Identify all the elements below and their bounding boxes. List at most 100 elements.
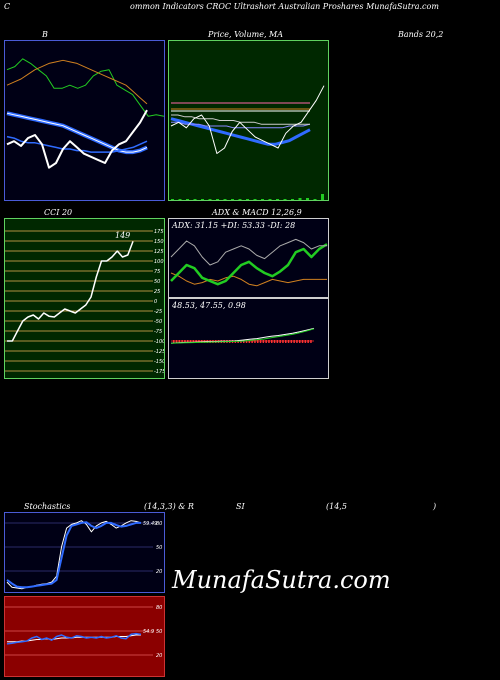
macd-histogram-bar (189, 340, 192, 343)
macd-histogram-bar (310, 340, 312, 343)
cci-tick-label: 25 (154, 289, 160, 295)
stoch-end-label: 59.49 (143, 521, 157, 527)
watermark: MunafaSutra.com (172, 566, 391, 594)
rsi-line (6, 632, 142, 645)
volume-bar (298, 198, 302, 200)
cci-tick-label: -100 (154, 339, 165, 345)
cci-tick-label: -25 (154, 309, 162, 315)
volume-bar (208, 199, 212, 200)
price-ma-blue (170, 117, 311, 146)
volume-bar (201, 199, 204, 200)
bollinger-title: B (42, 30, 48, 39)
macd-histogram-bar (279, 340, 281, 343)
stoch-tick-label: 50 (156, 545, 162, 551)
macd-histogram-bar (265, 340, 267, 343)
boll-middle-band (6, 112, 148, 153)
rsi-tick-label: 20 (156, 653, 162, 659)
macd-histogram-bar (195, 340, 197, 343)
boll-middle-band-2 (6, 135, 148, 153)
adx-macd-title: ADX & MACD 12,26,9 (212, 208, 302, 217)
cci-tick-label: -50 (154, 319, 162, 325)
macd-histogram-bar (282, 340, 284, 343)
volume-bar (276, 199, 279, 200)
macd-histogram-bar (245, 340, 248, 343)
macd-histogram-bar (301, 340, 304, 343)
macd-histogram-bar (257, 340, 259, 343)
macd-histogram-bar (299, 340, 301, 343)
cci-title: CCI 20 (44, 208, 73, 217)
stoch-tick-label: 80 (156, 521, 162, 527)
macd-histogram-bar (251, 340, 253, 343)
macd-histogram-bar (268, 340, 270, 343)
cci-tick-label: 0 (154, 299, 157, 305)
macd-histogram-bar (271, 340, 273, 343)
cci-value-label: 149 (115, 231, 131, 240)
macd-histogram-bar (178, 340, 181, 343)
stochastics-svg: 80 50 20 59.49 (5, 520, 162, 590)
macd-histogram-bar (296, 340, 298, 343)
boll-price-line (6, 109, 148, 169)
cci-chart: 175 150 125 100 75 50 25 0 -25 -50 -75 -100 -125 -150… (4, 218, 165, 379)
volume-bar (178, 199, 182, 200)
macd-histogram-bar (262, 340, 265, 343)
cci-tick-label: -125 (154, 349, 165, 355)
price-volume-title: Price, Volume, MA (208, 30, 284, 39)
rsi-tick-label: 50 (156, 629, 162, 635)
macd-histogram-bar (243, 340, 245, 343)
price-volume-chart (168, 40, 329, 201)
plus-di-line (170, 243, 328, 286)
stochastics-params: (14,3,3) & R (144, 502, 194, 511)
macd-histogram-bar (285, 340, 287, 343)
adx-svg (170, 238, 328, 287)
cci-svg: 175 150 125 100 75 50 25 0 -25 -50 -75 -100 -125 -150… (5, 229, 165, 375)
stoch-k-line (6, 520, 142, 590)
macd-histogram-bar (198, 340, 200, 343)
macd-histogram-bar (192, 340, 195, 343)
price-line (170, 85, 325, 154)
adx-line (170, 272, 327, 287)
rsi-svg: 80 50 20 54.9 (5, 605, 162, 659)
volume-bar (216, 199, 219, 200)
boll-upper-band (6, 58, 164, 117)
macd-histogram-bar (187, 340, 189, 343)
macd-histogram-bar (259, 340, 262, 343)
macd-histogram-bar (290, 340, 293, 343)
rsi-params: (14,5 (326, 502, 347, 511)
macd-histogram-bar (248, 340, 251, 343)
volume-bar (231, 199, 234, 200)
stochastics-chart: 80 50 20 59.49 (4, 512, 165, 593)
volume-bar (171, 199, 174, 200)
volume-bar (186, 199, 189, 200)
macd-histogram-bar (184, 340, 186, 343)
cci-tick-label: 50 (154, 279, 160, 285)
cci-tick-label: -175 (154, 369, 165, 375)
volume-bar (313, 199, 317, 200)
volume-bar (283, 199, 287, 200)
cci-line (7, 241, 134, 342)
volume-bar (246, 199, 249, 200)
macd-histogram-bar (273, 340, 276, 343)
rsi-tick-label: 80 (156, 605, 162, 611)
stoch-d-line (6, 521, 141, 589)
macd-histogram-bar (307, 340, 309, 343)
macd-chart: 48.53, 47.55, 0.98 (168, 298, 329, 379)
cci-tick-label: 150 (154, 239, 164, 245)
macd-histogram-bar (173, 340, 175, 343)
price-volume-svg (170, 85, 325, 200)
macd-histogram-bar (181, 340, 183, 343)
macd-histogram-bar (175, 340, 178, 343)
cci-tick-label: 175 (154, 229, 164, 235)
cci-tick-label: 125 (154, 249, 164, 255)
header-left-mark: C (4, 2, 11, 11)
price-ma-violet (171, 121, 311, 129)
rsi-title: SI (236, 502, 245, 511)
volume-bar (306, 198, 309, 200)
page-title: ommon Indicators CROC Ultrashort Austral… (130, 2, 439, 11)
macd-histogram-bar (304, 340, 307, 343)
macd-histogram-bar (293, 340, 295, 343)
minus-di-line (170, 238, 327, 266)
volume-bar (268, 199, 272, 200)
bollinger-chart (4, 40, 165, 201)
rsi-close-paren: ) (433, 502, 437, 511)
volume-bar (261, 199, 264, 200)
